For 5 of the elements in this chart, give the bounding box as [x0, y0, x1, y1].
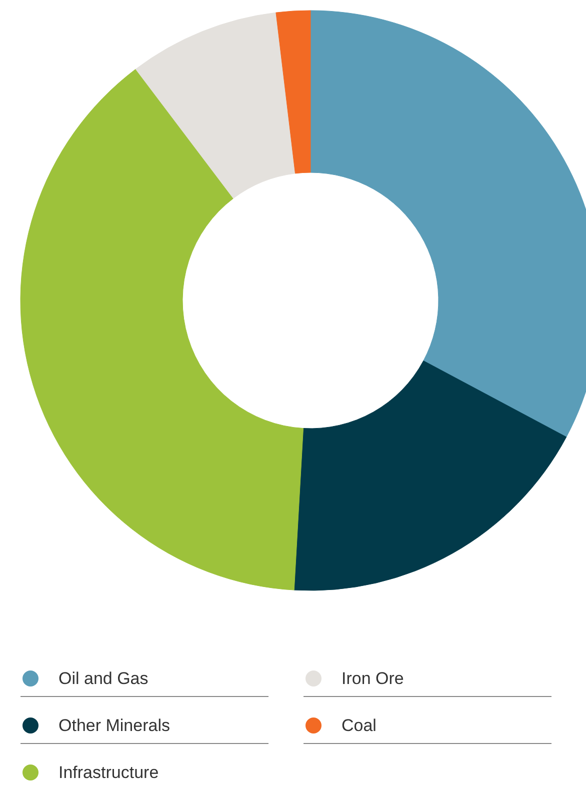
legend-label: Coal: [342, 716, 376, 735]
legend-label: Infrastructure: [58, 763, 159, 782]
legend-label: Iron Ore: [342, 669, 404, 688]
legend-label: Other Minerals: [58, 716, 170, 735]
legend-label: Oil and Gas: [58, 669, 148, 688]
